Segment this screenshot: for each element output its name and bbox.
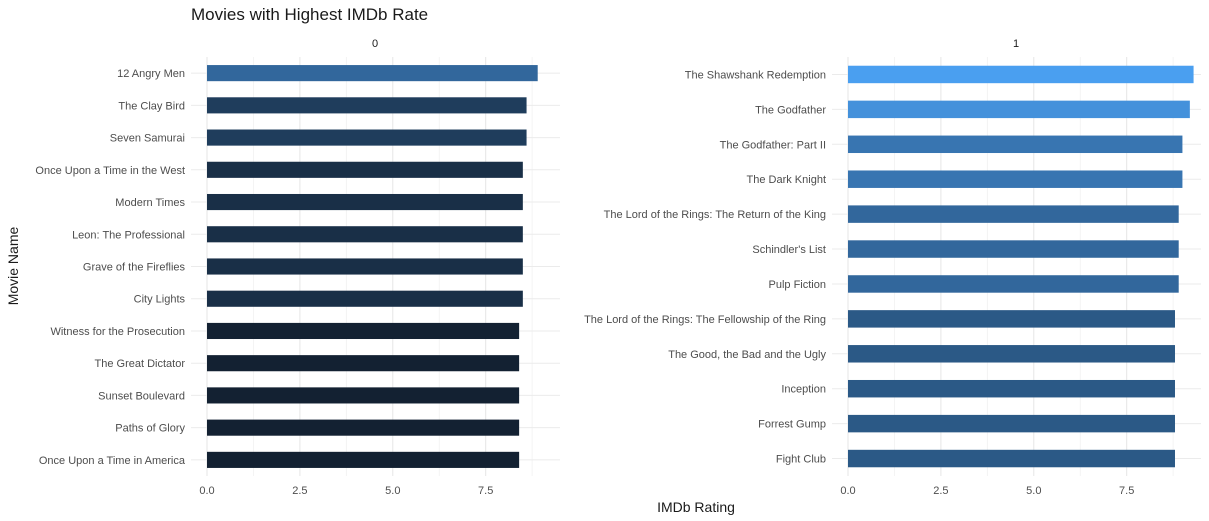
bar xyxy=(848,275,1179,293)
bar xyxy=(848,310,1175,328)
category-label: The Shawshank Redemption xyxy=(685,69,826,81)
bar xyxy=(207,226,523,243)
x-tick-label: 5.0 xyxy=(385,485,400,497)
category-label: The Godfather: Part II xyxy=(720,139,826,151)
bar xyxy=(848,100,1190,119)
category-label: City Lights xyxy=(134,294,186,306)
bar xyxy=(848,414,1175,433)
bar xyxy=(848,240,1179,258)
x-tick-label: 0.0 xyxy=(840,485,855,497)
bar xyxy=(207,129,527,146)
category-label: The Lord of the Rings: The Return of the… xyxy=(604,209,826,221)
category-label: The Dark Knight xyxy=(747,174,826,186)
x-tick-label: 5.0 xyxy=(1026,485,1041,497)
category-label: The Godfather xyxy=(755,104,826,116)
facet-strip-label: 0 xyxy=(372,38,378,50)
x-axis-title: IMDb Rating xyxy=(657,499,735,515)
category-label: Modern Times xyxy=(115,197,185,209)
x-tick-label: 0.0 xyxy=(199,485,214,497)
category-label: The Great Dictator xyxy=(95,358,186,370)
category-label: Once Upon a Time in America xyxy=(39,455,186,467)
bar xyxy=(848,449,1175,468)
bar xyxy=(207,65,538,82)
x-tick-label: 7.5 xyxy=(478,485,493,497)
bar xyxy=(848,379,1175,398)
category-label: Once Upon a Time in the West xyxy=(35,165,185,177)
bar xyxy=(207,290,523,307)
category-label: Schindler's List xyxy=(752,244,826,256)
chart-title: Movies with Highest IMDb Rate xyxy=(191,5,428,24)
bar xyxy=(207,419,520,436)
x-tick-label: 2.5 xyxy=(933,485,948,497)
facet-panels: 0 12 Angry Men The Clay Bird Seven Samurai O… xyxy=(35,38,1201,497)
category-label: The Clay Bird xyxy=(118,100,185,112)
bar xyxy=(207,322,520,340)
bar xyxy=(207,193,523,211)
category-label: 12 Angry Men xyxy=(117,68,185,80)
bar xyxy=(207,97,527,114)
bar xyxy=(848,205,1179,223)
bar xyxy=(207,161,523,178)
bar xyxy=(848,65,1194,84)
bar xyxy=(207,387,520,404)
category-label: Fight Club xyxy=(776,454,826,466)
category-label: Pulp Fiction xyxy=(769,279,826,291)
facet-panel-1: 1 The Shawshank Redemption The Godfather Th… xyxy=(584,38,1201,497)
bar xyxy=(207,258,523,275)
category-label: Grave of the Fireflies xyxy=(83,262,186,274)
x-tick-label: 7.5 xyxy=(1119,485,1134,497)
category-label: Leon: The Professional xyxy=(72,229,185,241)
category-label: The Good, the Bad and the Ugly xyxy=(668,349,826,361)
y-axis-title: Movie Name xyxy=(5,227,21,306)
category-label: Seven Samurai xyxy=(110,133,185,145)
bar xyxy=(207,451,520,468)
category-label: Sunset Boulevard xyxy=(98,390,185,402)
category-label: Forrest Gump xyxy=(758,419,826,431)
bar xyxy=(848,135,1183,154)
x-tick-label: 2.5 xyxy=(292,485,307,497)
bar xyxy=(207,355,520,372)
facet-strip-label: 1 xyxy=(1013,38,1019,50)
category-label: Witness for the Prosecution xyxy=(50,326,185,338)
category-label: Inception xyxy=(781,384,826,396)
bar xyxy=(848,170,1183,188)
category-label: Paths of Glory xyxy=(115,423,185,435)
facet-panel-0: 0 12 Angry Men The Clay Bird Seven Samurai O… xyxy=(35,38,560,497)
category-label: The Lord of the Rings: The Fellowship of… xyxy=(584,314,826,326)
bar xyxy=(848,345,1175,363)
